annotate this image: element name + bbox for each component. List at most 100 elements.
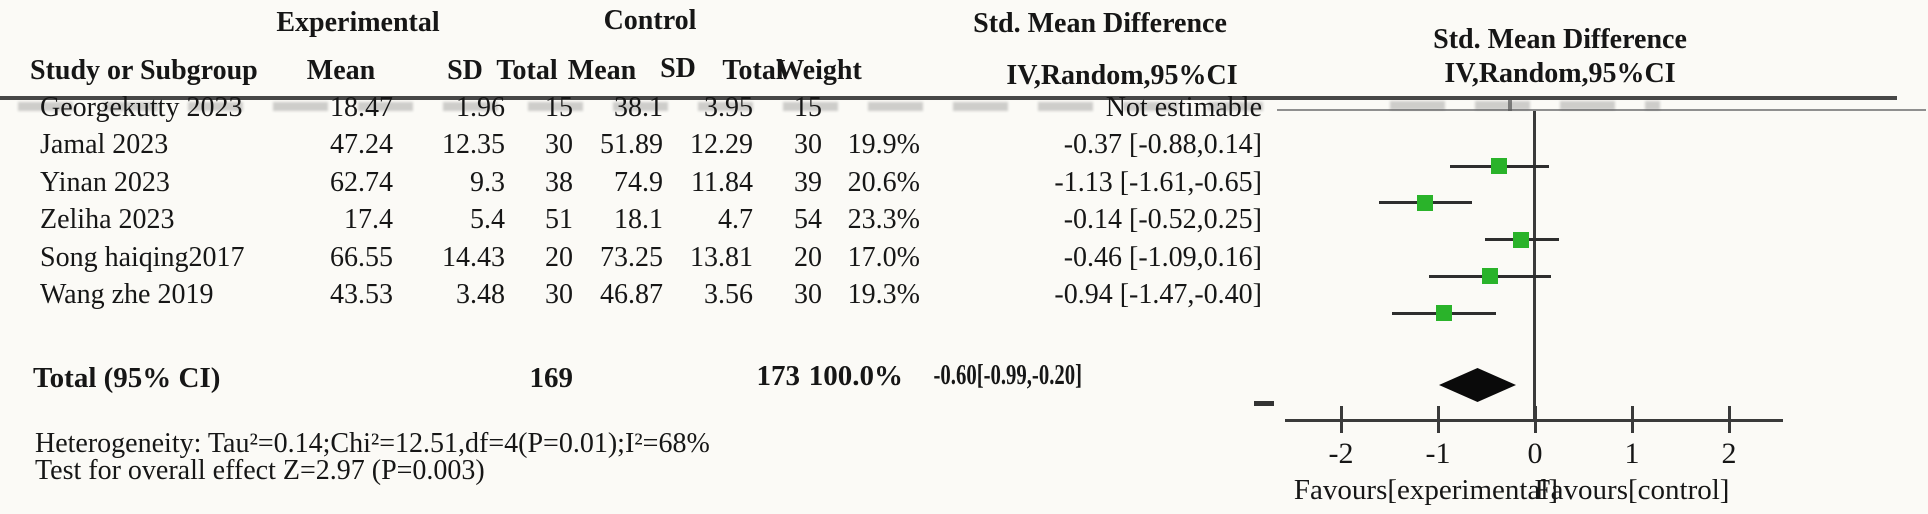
cell-exp-mean: 18.47 <box>330 92 393 123</box>
axis-tick-label: -2 <box>1328 437 1354 470</box>
axis-tick <box>1533 406 1537 433</box>
cell-exp-sd: 12.35 <box>442 129 505 161</box>
cell-exp-total: 30 <box>545 129 573 161</box>
axis-tick-label: 1 <box>1624 437 1640 470</box>
cell-exp-sd: 3.48 <box>456 279 505 310</box>
cell-weight: 20.6% <box>847 166 920 198</box>
cell-ctrl-mean: 73.25 <box>600 241 663 273</box>
axis-tick-label: 2 <box>1721 437 1737 470</box>
axis-tick <box>1727 406 1731 433</box>
axis-tick-label: 0 <box>1527 437 1543 470</box>
axis-tick <box>1339 406 1343 433</box>
zero-line <box>1533 111 1536 420</box>
header-rule <box>0 96 1897 100</box>
effect-square <box>1491 158 1508 174</box>
cell-weight: 17.0% <box>847 241 920 273</box>
cell-weight: 19.9% <box>847 129 920 161</box>
cell-ctrl-sd: 4.7 <box>718 204 753 236</box>
group-header-control: Control <box>603 5 697 36</box>
cell-exp-sd: 5.4 <box>470 204 505 236</box>
cell-weight: 19.3% <box>847 279 920 310</box>
pooled-diamond <box>1439 368 1516 402</box>
study-name: Zeliha 2023 <box>40 204 175 236</box>
col-header-study: Study or Subgroup <box>30 55 258 86</box>
cell-ctrl-sd: 3.56 <box>704 279 753 310</box>
cell-weight: 23.3% <box>847 204 920 236</box>
cell-smd-ci: Not estimable <box>1105 92 1262 123</box>
cell-smd-ci: -1.13 [-1.61,-0.65] <box>1054 166 1262 198</box>
cell-exp-mean: 43.53 <box>330 279 393 310</box>
col-header-weight: Weight <box>776 55 862 86</box>
axis-tick-label: -1 <box>1425 437 1451 470</box>
cell-ctrl-mean: 46.87 <box>600 279 663 310</box>
cell-ctrl-total: 20 <box>794 241 822 273</box>
cell-ctrl-sd: 12.29 <box>690 129 753 161</box>
ghost-artifact-plot <box>1390 101 1660 110</box>
cell-exp-mean: 17.4 <box>344 204 393 236</box>
cell-exp-sd: 9.3 <box>470 166 505 198</box>
smd-col-header-line2: IV,Random,95%CI <box>1006 60 1238 91</box>
effect-square <box>1482 268 1499 285</box>
cell-ctrl-total: 30 <box>794 279 822 310</box>
col-header-exp-sd: SD <box>447 55 483 86</box>
cell-exp-total: 20 <box>545 241 573 273</box>
cell-ctrl-total: 54 <box>794 204 822 236</box>
heterogeneity-text: Heterogeneity: Tau²=0.14;Chi²=12.51,df=4… <box>35 428 710 459</box>
cell-exp-total: 30 <box>545 279 573 310</box>
cell-ctrl-mean: 38.1 <box>614 92 663 123</box>
cell-exp-sd: 14.43 <box>442 241 505 273</box>
cell-smd-ci: -0.37 [-0.88,0.14] <box>1063 129 1262 161</box>
col-header-exp-total: Total <box>496 55 558 86</box>
cell-smd-ci: -0.46 [-1.09,0.16] <box>1063 241 1262 273</box>
total-weight: 100.0% <box>808 360 903 392</box>
col-header-ctrl-mean: Mean <box>567 55 637 86</box>
cell-ctrl-total: 15 <box>794 92 822 123</box>
cell-exp-total: 38 <box>545 166 573 198</box>
cell-ctrl-sd: 11.84 <box>691 166 753 198</box>
col-header-ctrl-sd: SD <box>660 53 696 84</box>
axis-tick <box>1436 406 1440 433</box>
overall-effect-text: Test for overall effect Z=2.97 (P=0.003) <box>35 455 485 486</box>
cell-exp-mean: 47.24 <box>330 129 393 161</box>
smd-col-header-line1: Std. Mean Difference <box>973 8 1227 39</box>
cell-ctrl-total: 39 <box>794 166 822 198</box>
study-name: Yinan 2023 <box>40 166 170 198</box>
study-name: Jamal 2023 <box>40 129 169 161</box>
axis-tick <box>1630 406 1634 433</box>
study-name: Song haiqing2017 <box>40 241 245 273</box>
stray-dash-artifact <box>1254 401 1274 406</box>
plot-top-rule <box>1277 109 1926 111</box>
ghost-artifact-table <box>18 102 1265 111</box>
cell-exp-mean: 62.74 <box>330 166 393 198</box>
cell-ctrl-mean: 18.1 <box>614 204 663 236</box>
total-exp-total: 169 <box>529 362 574 394</box>
ghost-tick-artifact <box>1508 100 1512 111</box>
cell-ctrl-sd: 3.95 <box>704 92 753 123</box>
effect-square <box>1435 305 1452 322</box>
plot-header-line2: IV,Random,95%CI <box>1444 58 1676 89</box>
plot-header-line1: Std. Mean Difference <box>1433 24 1687 55</box>
group-header-experimental: Experimental <box>276 7 440 38</box>
effect-square <box>1417 194 1434 211</box>
study-name: Georgekutty 2023 <box>40 92 243 123</box>
cell-exp-total: 51 <box>545 204 573 236</box>
cell-ctrl-mean: 74.9 <box>614 166 663 198</box>
cell-ctrl-sd: 13.81 <box>690 241 753 273</box>
col-header-exp-mean: Mean <box>306 55 376 86</box>
cell-ctrl-total: 30 <box>794 129 822 161</box>
total-smd-ci: -0.60[-0.99,-0.20] <box>933 360 1082 391</box>
favours-right-label: Favours[control] <box>1534 474 1730 506</box>
cell-smd-ci: -0.94 [-1.47,-0.40] <box>1054 279 1262 310</box>
effect-square <box>1513 231 1530 248</box>
cell-ctrl-mean: 51.89 <box>600 129 663 161</box>
cell-exp-sd: 1.96 <box>456 92 505 123</box>
col-header-ctrl-total: Total <box>722 55 784 86</box>
cell-exp-mean: 66.55 <box>330 241 393 273</box>
study-name: Wang zhe 2019 <box>40 279 214 310</box>
total-ctrl-total: 173 <box>756 360 801 392</box>
total-row-label: Total (95% CI) <box>33 362 221 394</box>
cell-exp-total: 15 <box>545 92 573 123</box>
favours-left-label: Favours[experimental] <box>1293 474 1559 506</box>
cell-smd-ci: -0.14 [-0.52,0.25] <box>1063 204 1262 236</box>
